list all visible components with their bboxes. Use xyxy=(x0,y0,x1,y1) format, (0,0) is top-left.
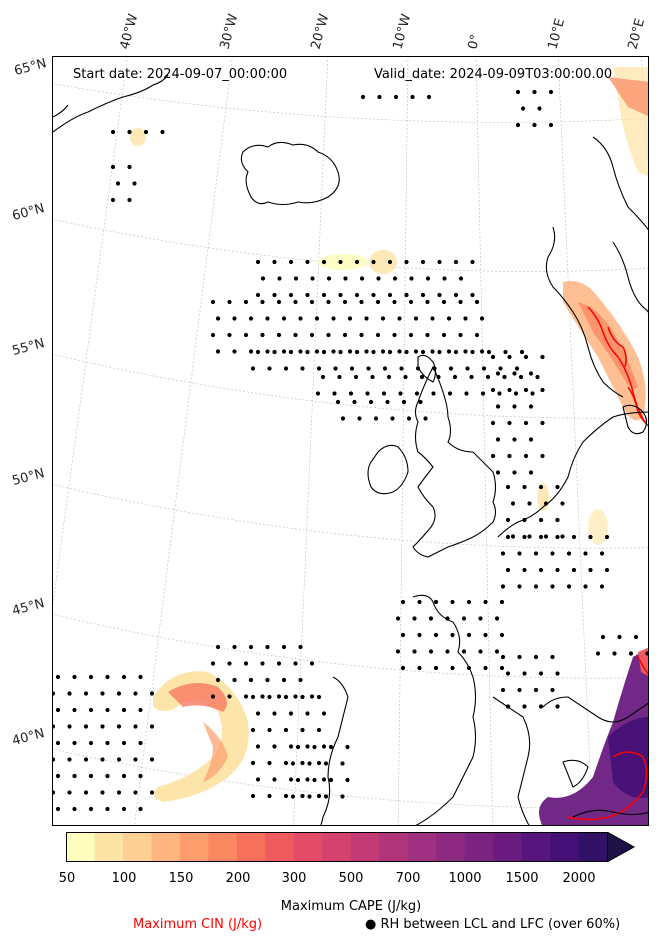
colorbar-tick-label: 700 xyxy=(395,871,421,886)
colorbar-tick-label: 100 xyxy=(111,871,137,886)
lon-label: 30°W xyxy=(217,12,242,51)
colorbar-tick-label: 1500 xyxy=(505,871,539,886)
colorbar-bin xyxy=(94,832,124,862)
colorbar-bin xyxy=(493,832,523,862)
map-panel xyxy=(52,56,649,826)
colorbar-bin xyxy=(436,832,466,862)
colorbar-bin xyxy=(578,832,608,862)
colorbar-bin xyxy=(407,832,437,862)
lat-label: 45°N xyxy=(10,596,47,619)
colorbar-tick-label: 200 xyxy=(225,871,251,886)
graticule xyxy=(53,57,648,825)
lon-label: 0° xyxy=(465,32,484,51)
rh-legend: ● RH between LCL and LFC (over 60%) xyxy=(365,917,620,932)
cin-legend-label: Maximum CIN (J/kg) xyxy=(133,917,263,932)
lon-label: 20°W xyxy=(308,12,333,51)
rh-dot-icon: ● xyxy=(365,917,377,932)
colorbar-bin xyxy=(179,832,209,862)
colorbar-tick-label: 50 xyxy=(58,871,76,886)
colorbar-bin xyxy=(122,832,152,862)
lon-label: 10°W xyxy=(390,12,415,51)
colorbar-extend-arrow xyxy=(607,832,634,862)
map-canvas xyxy=(53,57,648,825)
colorbar-tick-label: 150 xyxy=(168,871,194,886)
colorbar-bin xyxy=(521,832,551,862)
colorbar-tick-label: 300 xyxy=(281,871,307,886)
colorbar-bin xyxy=(151,832,181,862)
rh-legend-label: RH between LCL and LFC (over 60%) xyxy=(380,917,621,932)
colorbar-bin xyxy=(208,832,238,862)
colorbar-title: Maximum CAPE (J/kg) xyxy=(280,899,422,914)
colorbar-bin xyxy=(293,832,323,862)
lat-label: 60°N xyxy=(10,201,47,224)
start-date-label: Start date: 2024-09-07_00:00:00 xyxy=(73,67,288,82)
cape-colorbar xyxy=(66,832,636,863)
lon-label: 20°E xyxy=(625,16,649,51)
lon-label: 10°E xyxy=(545,16,569,51)
colorbar-tick-label: 500 xyxy=(338,871,364,886)
colorbar-tick-label: 1000 xyxy=(448,871,482,886)
coastlines xyxy=(53,74,648,825)
colorbar-bin xyxy=(66,832,95,862)
valid-date-label: Valid_date: 2024-09-09T03:00:00.00 xyxy=(374,67,613,82)
lat-label: 50°N xyxy=(10,466,47,489)
colorbar-bin xyxy=(236,832,266,862)
cape-shading xyxy=(130,67,648,825)
colorbar-tick-label: 2000 xyxy=(562,871,596,886)
colorbar-bin xyxy=(350,832,380,862)
colorbar-bin xyxy=(464,832,494,862)
lat-label: 65°N xyxy=(12,56,49,79)
colorbar-bin xyxy=(322,832,352,862)
lat-label: 40°N xyxy=(10,726,47,749)
lon-label: 40°W xyxy=(117,12,142,51)
rh-dots xyxy=(53,89,648,812)
lat-label: 55°N xyxy=(10,336,47,359)
colorbar-bin xyxy=(550,832,580,862)
colorbar-bin xyxy=(379,832,409,862)
colorbar-bin xyxy=(265,832,295,862)
